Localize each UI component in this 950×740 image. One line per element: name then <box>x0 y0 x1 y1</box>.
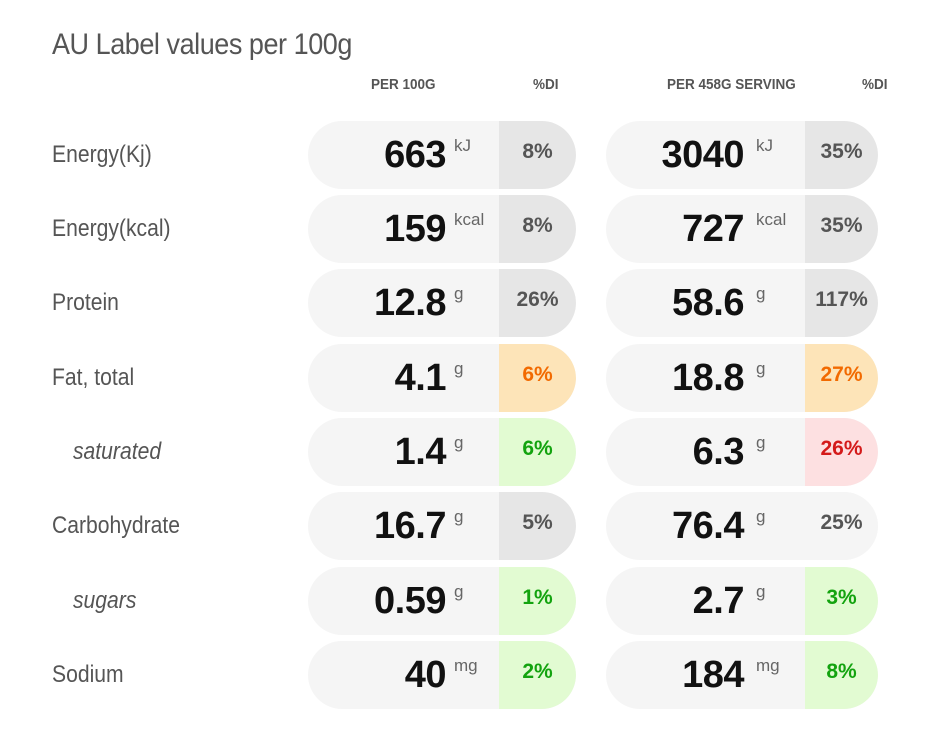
table-row: sugars 0.59 g 1% 2.7 g 3% <box>0 567 950 635</box>
nutrient-unit: g <box>454 284 464 303</box>
nutrient-unit: mg <box>756 656 780 675</box>
per-100g-cell: 159 kcal 8% <box>308 195 576 263</box>
table-row: Fat, total 4.1 g 6% 18.8 g 27% <box>0 344 950 412</box>
di-percent-badge: 26% <box>805 418 878 486</box>
header-di-100g: %DI <box>533 76 559 93</box>
di-percent-badge: 26% <box>499 269 576 337</box>
nutrient-value: 727 <box>682 208 744 250</box>
table-row: Sodium 40 mg 2% 184 mg 8% <box>0 641 950 709</box>
row-label: Carbohydrate <box>52 512 180 539</box>
per-serving-cell: 76.4 g 25% <box>606 492 878 560</box>
nutrient-unit: kcal <box>756 210 787 229</box>
nutrient-value: 16.7 <box>374 505 446 547</box>
di-percent-badge: 25% <box>805 492 878 560</box>
per-serving-cell: 6.3 g 26% <box>606 418 878 486</box>
di-percent-badge: 8% <box>499 195 576 263</box>
row-label: Fat, total <box>52 364 135 391</box>
row-label: Energy(Kj) <box>52 141 152 168</box>
nutrient-value: 184 <box>682 654 744 696</box>
table-row: Energy(kcal) 159 kcal 8% 727 kcal 35% <box>0 195 950 263</box>
per-100g-cell: 4.1 g 6% <box>308 344 576 412</box>
nutrient-value: 76.4 <box>672 505 744 547</box>
di-percent-badge: 8% <box>805 641 878 709</box>
nutrient-unit: kcal <box>454 210 485 229</box>
nutrient-unit: g <box>756 359 766 378</box>
nutrient-value: 4.1 <box>394 357 447 399</box>
di-percent-badge: 2% <box>499 641 576 709</box>
row-label: Energy(kcal) <box>52 215 171 242</box>
nutrient-value: 12.8 <box>374 282 446 324</box>
nutrient-value: 6.3 <box>692 431 745 473</box>
nutrient-unit: g <box>756 433 766 452</box>
nutrient-value: 18.8 <box>672 357 744 399</box>
nutrient-value: 58.6 <box>672 282 744 324</box>
header-per-100g: PER 100G <box>371 76 436 93</box>
nutrient-value: 663 <box>384 134 446 176</box>
per-serving-cell: 3040 kJ 35% <box>606 121 878 189</box>
nutrient-unit: g <box>454 582 464 601</box>
nutrient-unit: g <box>756 284 766 303</box>
table-row: Protein 12.8 g 26% 58.6 g 117% <box>0 269 950 337</box>
di-percent-badge: 1% <box>499 567 576 635</box>
nutrient-value: 3040 <box>661 134 744 176</box>
header-di-serving: %DI <box>862 76 888 93</box>
per-100g-cell: 663 kJ 8% <box>308 121 576 189</box>
row-label: Sodium <box>52 661 124 688</box>
di-percent-badge: 6% <box>499 344 576 412</box>
di-percent-badge: 117% <box>805 269 878 337</box>
di-percent-badge: 8% <box>499 121 576 189</box>
row-label: Protein <box>52 289 119 316</box>
table-row: saturated 1.4 g 6% 6.3 g 26% <box>0 418 950 486</box>
per-serving-cell: 18.8 g 27% <box>606 344 878 412</box>
page-title: AU Label values per 100g <box>52 28 352 61</box>
per-serving-cell: 2.7 g 3% <box>606 567 878 635</box>
per-serving-cell: 727 kcal 35% <box>606 195 878 263</box>
per-100g-cell: 0.59 g 1% <box>308 567 576 635</box>
nutrient-value: 2.7 <box>692 580 745 622</box>
header-per-serving: PER 458G SERVING <box>667 76 796 93</box>
per-serving-cell: 58.6 g 117% <box>606 269 878 337</box>
di-percent-badge: 35% <box>805 121 878 189</box>
nutrient-unit: g <box>756 582 766 601</box>
di-percent-badge: 5% <box>499 492 576 560</box>
di-percent-badge: 35% <box>805 195 878 263</box>
di-percent-badge: 27% <box>805 344 878 412</box>
nutrient-value: 40 <box>404 654 447 696</box>
nutrient-unit: g <box>454 433 464 452</box>
nutrient-unit: g <box>454 359 464 378</box>
per-100g-cell: 1.4 g 6% <box>308 418 576 486</box>
nutrient-value: 0.59 <box>374 580 446 622</box>
di-percent-badge: 3% <box>805 567 878 635</box>
nutrient-unit: g <box>454 507 464 526</box>
table-row: Energy(Kj) 663 kJ 8% 3040 kJ 35% <box>0 121 950 189</box>
per-100g-cell: 12.8 g 26% <box>308 269 576 337</box>
nutrient-unit: kJ <box>454 136 471 155</box>
nutrient-unit: g <box>756 507 766 526</box>
table-row: Carbohydrate 16.7 g 5% 76.4 g 25% <box>0 492 950 560</box>
row-label: sugars <box>73 587 137 614</box>
nutrient-unit: mg <box>454 656 478 675</box>
per-100g-cell: 40 mg 2% <box>308 641 576 709</box>
per-serving-cell: 184 mg 8% <box>606 641 878 709</box>
per-100g-cell: 16.7 g 5% <box>308 492 576 560</box>
nutrient-value: 159 <box>384 208 446 250</box>
row-label: saturated <box>73 438 162 465</box>
di-percent-badge: 6% <box>499 418 576 486</box>
nutrient-value: 1.4 <box>394 431 447 473</box>
nutrient-unit: kJ <box>756 136 773 155</box>
